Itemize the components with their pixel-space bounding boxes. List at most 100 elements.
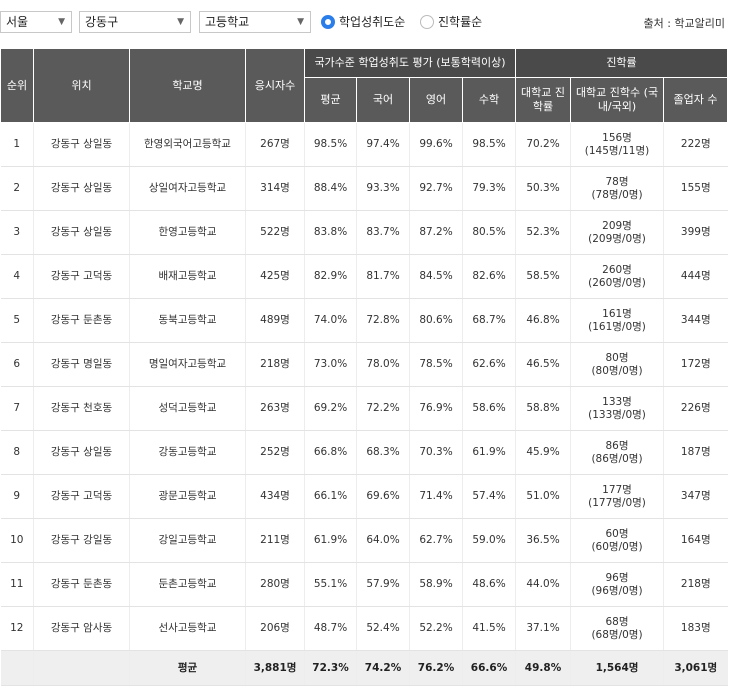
summary-graduates: 3,061명 — [663, 650, 728, 686]
summary-univ-rate: 49.8% — [515, 650, 571, 686]
cell-applicants: 489명 — [245, 298, 305, 343]
table-row: 10 강동구 강일동 강일고등학교 211명 61.9% 64.0% 62.7% 59.0% 3… — [0, 518, 728, 563]
header-achievement-group: 국가수준 학업성취도 평가 (보통학력이상) — [304, 48, 516, 78]
cell-univ-count: 177명 (177명/0명) — [570, 474, 664, 519]
cell-english: 70.3% — [409, 430, 463, 475]
cell-location: 강동구 상일동 — [33, 122, 130, 167]
cell-english: 62.7% — [409, 518, 463, 563]
cell-univ-count: 161명 (161명/0명) — [570, 298, 664, 343]
sort-achievement-label: 학업성취도순 — [339, 15, 406, 29]
univ-count-total: 80명 — [605, 351, 629, 364]
cell-korean: 52.4% — [356, 606, 410, 651]
cell-korean: 69.6% — [356, 474, 410, 519]
cell-korean: 64.0% — [356, 518, 410, 563]
cell-univ-count: 209명 (209명/0명) — [570, 210, 664, 255]
cell-graduates: 347명 — [663, 474, 728, 519]
cell-english: 80.6% — [409, 298, 463, 343]
cell-location: 강동구 암사동 — [33, 606, 130, 651]
header-location: 위치 — [33, 48, 130, 123]
univ-count-total: 260명 — [602, 263, 632, 276]
cell-school: 배재고등학교 — [129, 254, 246, 299]
cell-rank: 7 — [0, 386, 34, 431]
cell-graduates: 183명 — [663, 606, 728, 651]
cell-location: 강동구 고덕동 — [33, 254, 130, 299]
cell-graduates: 172명 — [663, 342, 728, 387]
cell-english: 84.5% — [409, 254, 463, 299]
region-value: 서울 — [6, 15, 29, 29]
cell-avg: 82.9% — [304, 254, 357, 299]
school-ranking-table: 순위 위치 학교명 응시자수 국가수준 학업성취도 평가 (보통학력이상) 진학… — [0, 48, 729, 686]
cell-rank: 6 — [0, 342, 34, 387]
cell-math: 68.7% — [462, 298, 516, 343]
cell-english: 78.5% — [409, 342, 463, 387]
univ-count-total: 161명 — [602, 307, 632, 320]
cell-korean: 72.2% — [356, 386, 410, 431]
header-univ-count: 대학교 진학수 (국내/국외) — [570, 77, 664, 123]
univ-count-split: (96명/0명) — [591, 584, 643, 597]
region-select[interactable]: 서울 ▼ — [0, 11, 72, 33]
sort-achievement-radio[interactable]: 학업성취도순 — [321, 13, 405, 30]
district-select[interactable]: 강동구 ▼ — [79, 11, 191, 33]
univ-count-total: 156명 — [602, 131, 632, 144]
table-row: 9 강동구 고덕동 광문고등학교 434명 66.1% 69.6% 71.4% 57.4% 51… — [0, 474, 728, 519]
cell-univ-rate: 45.9% — [515, 430, 571, 475]
header-univ-rate: 대학교 진학률 — [515, 77, 571, 123]
cell-avg: 83.8% — [304, 210, 357, 255]
univ-count-split: (145명/11명) — [584, 144, 650, 157]
table-row: 3 강동구 상일동 한영고등학교 522명 83.8% 83.7% 87.2% 80.5% 52… — [0, 210, 728, 255]
cell-english: 52.2% — [409, 606, 463, 651]
cell-rank: 12 — [0, 606, 34, 651]
cell-univ-rate: 51.0% — [515, 474, 571, 519]
cell-rank: 11 — [0, 562, 34, 607]
school-type-value: 고등학교 — [205, 15, 250, 29]
cell-univ-count: 80명 (80명/0명) — [570, 342, 664, 387]
radio-selected-icon — [321, 14, 335, 29]
cell-english: 76.9% — [409, 386, 463, 431]
cell-univ-count: 68명 (68명/0명) — [570, 606, 664, 651]
summary-english: 76.2% — [409, 650, 463, 686]
header-math: 수학 — [462, 77, 516, 123]
cell-graduates: 155명 — [663, 166, 728, 211]
cell-univ-rate: 58.8% — [515, 386, 571, 431]
table-row: 1 강동구 상일동 한영외국어고등학교 267명 98.5% 97.4% 99.6% 98.5… — [0, 122, 728, 167]
cell-math: 80.5% — [462, 210, 516, 255]
school-type-select[interactable]: 고등학교 ▼ — [199, 11, 311, 33]
cell-applicants: 263명 — [245, 386, 305, 431]
cell-graduates: 226명 — [663, 386, 728, 431]
cell-location: 강동구 둔촌동 — [33, 298, 130, 343]
cell-math: 48.6% — [462, 562, 516, 607]
cell-rank: 3 — [0, 210, 34, 255]
cell-math: 41.5% — [462, 606, 516, 651]
table-row: 11 강동구 둔촌동 둔촌고등학교 280명 55.1% 57.9% 58.9% 48.6% 4… — [0, 562, 728, 607]
cell-graduates: 222명 — [663, 122, 728, 167]
cell-school: 광문고등학교 — [129, 474, 246, 519]
cell-math: 61.9% — [462, 430, 516, 475]
univ-count-total: 78명 — [605, 175, 629, 188]
cell-math: 58.6% — [462, 386, 516, 431]
cell-korean: 97.4% — [356, 122, 410, 167]
cell-school: 명일여자고등학교 — [129, 342, 246, 387]
univ-count-split: (209명/0명) — [588, 232, 646, 245]
cell-univ-rate: 37.1% — [515, 606, 571, 651]
summary-row: 평균 3,881명 72.3% 74.2% 76.2% 66.6% 49.8% … — [0, 650, 728, 686]
header-advancement-group: 진학률 — [514, 48, 729, 78]
cell-math: 57.4% — [462, 474, 516, 519]
cell-applicants: 425명 — [245, 254, 305, 299]
summary-math: 66.6% — [462, 650, 516, 686]
cell-math: 79.3% — [462, 166, 516, 211]
cell-applicants: 267명 — [245, 122, 305, 167]
cell-applicants: 314명 — [245, 166, 305, 211]
cell-location: 강동구 상일동 — [33, 430, 130, 475]
summary-label: 평균 — [129, 650, 246, 686]
univ-count-split: (78명/0명) — [591, 188, 643, 201]
summary-empty — [33, 650, 130, 686]
cell-univ-count: 260명 (260명/0명) — [570, 254, 664, 299]
univ-count-total: 177명 — [602, 483, 632, 496]
cell-avg: 66.8% — [304, 430, 357, 475]
radio-unselected-icon — [420, 14, 434, 29]
cell-univ-rate: 46.5% — [515, 342, 571, 387]
cell-applicants: 218명 — [245, 342, 305, 387]
cell-korean: 68.3% — [356, 430, 410, 475]
cell-math: 98.5% — [462, 122, 516, 167]
sort-advancement-radio[interactable]: 진학률순 — [420, 13, 482, 30]
